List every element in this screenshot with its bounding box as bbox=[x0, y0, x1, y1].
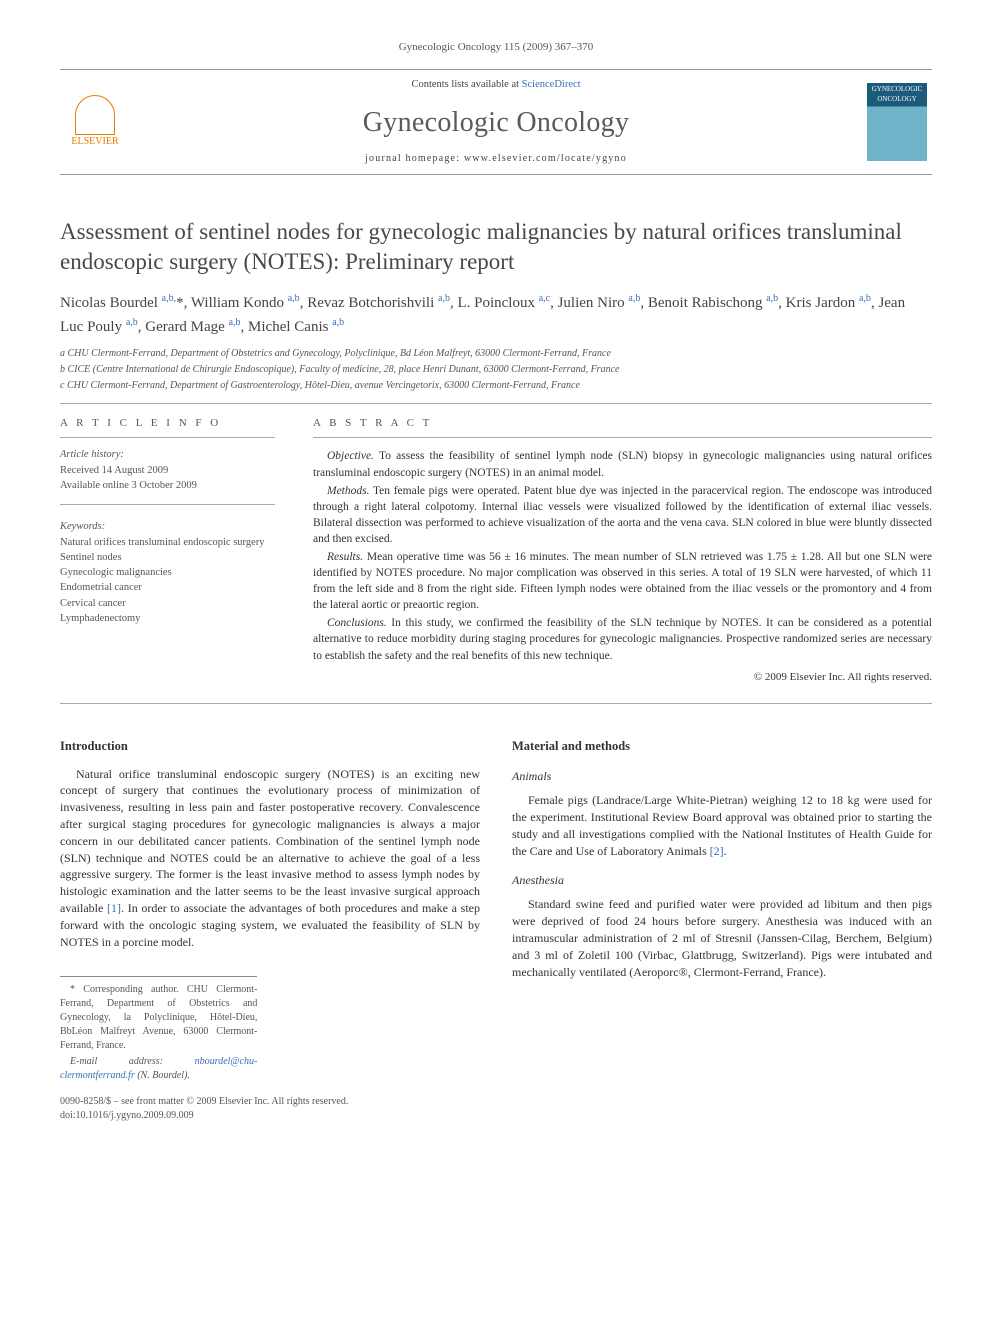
intro-text-1b: . In order to associate the advantages o… bbox=[60, 901, 480, 949]
article-info: A R T I C L E I N F O Article history: R… bbox=[60, 416, 275, 687]
email-label: E-mail address: bbox=[70, 1056, 195, 1067]
article-history: Article history: Received 14 August 2009… bbox=[60, 448, 275, 504]
affiliation-c: c CHU Clermont-Ferrand, Department of Ga… bbox=[60, 378, 932, 393]
online-date: Available online 3 October 2009 bbox=[60, 479, 275, 494]
journal-cover: GYNECOLOGIC ONCOLOGY bbox=[862, 82, 932, 162]
animals-text-end: . bbox=[724, 844, 727, 858]
affiliation-b: b CICE (Centre International de Chirurgi… bbox=[60, 362, 932, 377]
contents-line: Contents lists available at ScienceDirec… bbox=[148, 78, 844, 93]
keyword: Gynecologic malignancies bbox=[60, 565, 275, 580]
methods-label: Methods. bbox=[327, 485, 369, 497]
keyword: Cervical cancer bbox=[60, 596, 275, 611]
homepage-label: journal homepage: bbox=[365, 153, 464, 164]
introduction-heading: Introduction bbox=[60, 738, 480, 756]
abstract-results: Results. Mean operative time was 56 ± 16… bbox=[313, 549, 932, 613]
masthead: ELSEVIER Contents lists available at Sci… bbox=[60, 69, 932, 175]
contents-prefix: Contents lists available at bbox=[411, 79, 521, 90]
homepage-url: www.elsevier.com/locate/ygyno bbox=[464, 153, 627, 164]
abstract-conclusions: Conclusions. In this study, we confirmed… bbox=[313, 615, 932, 663]
anesthesia-heading: Anesthesia bbox=[512, 872, 932, 889]
keyword: Lymphadenectomy bbox=[60, 611, 275, 626]
divider bbox=[60, 703, 932, 704]
results-label: Results. bbox=[327, 551, 363, 563]
publisher-logo: ELSEVIER bbox=[60, 82, 130, 162]
affiliations: a CHU Clermont-Ferrand, Department of Ob… bbox=[60, 346, 932, 393]
article-info-heading: A R T I C L E I N F O bbox=[60, 416, 275, 438]
material-methods-heading: Material and methods bbox=[512, 738, 932, 756]
front-matter-line: 0090-8258/$ – see front matter © 2009 El… bbox=[60, 1095, 480, 1109]
anesthesia-paragraph: Standard swine feed and purified water w… bbox=[512, 896, 932, 980]
email-suffix: (N. Bourdel). bbox=[135, 1070, 190, 1081]
front-matter: 0090-8258/$ – see front matter © 2009 El… bbox=[60, 1095, 480, 1123]
ref-2-link[interactable]: [2] bbox=[710, 844, 724, 858]
authors: Nicolas Bourdel a,b,*, William Kondo a,b… bbox=[60, 291, 932, 338]
abstract-copyright: © 2009 Elsevier Inc. All rights reserved… bbox=[313, 670, 932, 685]
homepage-line: journal homepage: www.elsevier.com/locat… bbox=[148, 152, 844, 166]
introduction-paragraph: Natural orifice transluminal endoscopic … bbox=[60, 766, 480, 951]
methods-text: Ten female pigs were operated. Patent bl… bbox=[313, 485, 932, 545]
footnotes: * Corresponding author. CHU Clermont-Fer… bbox=[60, 976, 257, 1083]
email-line: E-mail address: nbourdel@chu-clermontfer… bbox=[60, 1055, 257, 1083]
objective-text: To assess the feasibility of sentinel ly… bbox=[313, 450, 932, 478]
animals-heading: Animals bbox=[512, 768, 932, 785]
abstract: A B S T R A C T Objective. To assess the… bbox=[313, 416, 932, 687]
journal-name: Gynecologic Oncology bbox=[148, 103, 844, 142]
conclusions-text: In this study, we confirmed the feasibil… bbox=[313, 617, 932, 661]
divider bbox=[60, 403, 932, 404]
objective-label: Objective. bbox=[327, 450, 374, 462]
intro-text-1: Natural orifice transluminal endoscopic … bbox=[60, 767, 480, 915]
received-date: Received 14 August 2009 bbox=[60, 464, 275, 479]
doi: doi:10.1016/j.ygyno.2009.09.009 bbox=[60, 1109, 480, 1123]
tree-icon bbox=[75, 95, 115, 135]
abstract-heading: A B S T R A C T bbox=[313, 416, 932, 438]
history-label: Article history: bbox=[60, 448, 275, 463]
abstract-methods: Methods. Ten female pigs were operated. … bbox=[313, 483, 932, 547]
masthead-center: Contents lists available at ScienceDirec… bbox=[148, 78, 844, 166]
article-title: Assessment of sentinel nodes for gynecol… bbox=[60, 217, 932, 277]
animals-paragraph: Female pigs (Landrace/Large White-Pietra… bbox=[512, 792, 932, 859]
publisher-name: ELSEVIER bbox=[71, 135, 118, 149]
keywords: Keywords: Natural orifices transluminal … bbox=[60, 519, 275, 627]
citation: Gynecologic Oncology 115 (2009) 367–370 bbox=[60, 40, 932, 55]
cover-thumbnail: GYNECOLOGIC ONCOLOGY bbox=[867, 83, 927, 161]
keywords-label: Keywords: bbox=[60, 519, 275, 534]
results-text: Mean operative time was 56 ± 16 minutes.… bbox=[313, 551, 932, 611]
ref-1-link[interactable]: [1] bbox=[107, 901, 121, 915]
body-columns: Introduction Natural orifice translumina… bbox=[60, 732, 932, 1123]
info-abstract-row: A R T I C L E I N F O Article history: R… bbox=[60, 416, 932, 687]
keyword: Sentinel nodes bbox=[60, 550, 275, 565]
corresponding-author: * Corresponding author. CHU Clermont-Fer… bbox=[60, 983, 257, 1053]
affiliation-a: a CHU Clermont-Ferrand, Department of Ob… bbox=[60, 346, 932, 361]
keyword: Endometrial cancer bbox=[60, 580, 275, 595]
keyword: Natural orifices transluminal endoscopic… bbox=[60, 535, 275, 550]
abstract-objective: Objective. To assess the feasibility of … bbox=[313, 448, 932, 480]
sciencedirect-link[interactable]: ScienceDirect bbox=[522, 79, 581, 90]
conclusions-label: Conclusions. bbox=[327, 617, 387, 629]
